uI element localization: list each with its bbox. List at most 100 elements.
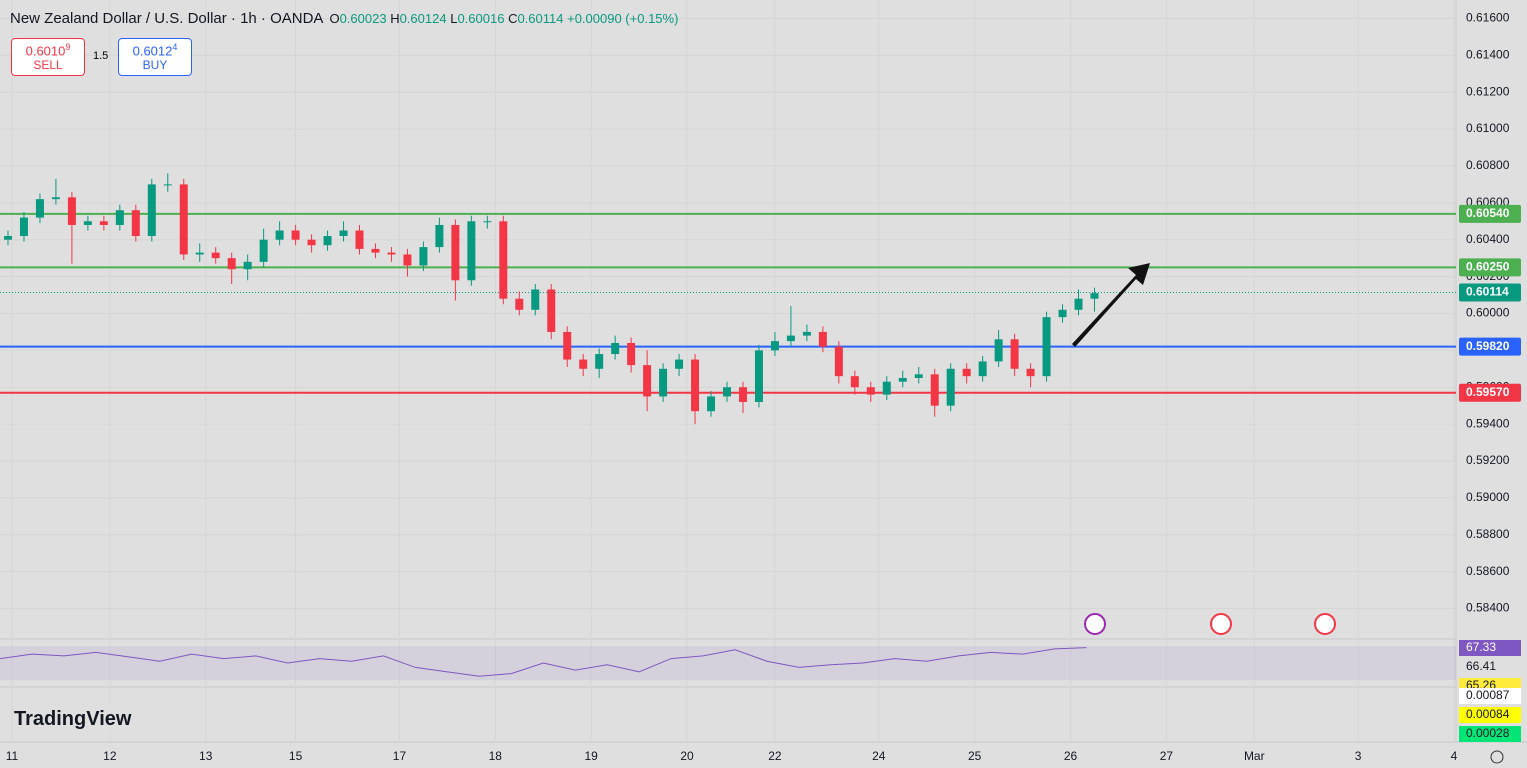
candle-body: [595, 354, 604, 369]
candle-body: [323, 236, 332, 246]
candle-body: [563, 331, 572, 360]
candle-body: [723, 387, 732, 397]
ohlc-value: 0.60023: [339, 11, 387, 26]
candle-body: [611, 342, 620, 355]
x-tick-label: Mar: [1244, 749, 1265, 763]
level-label: 0.60540: [1466, 206, 1510, 220]
candle-body: [147, 184, 156, 237]
sell-label: SELL: [33, 58, 63, 73]
y-tick-label: 0.61400: [1466, 47, 1510, 61]
settings-icon[interactable]: [1490, 750, 1504, 764]
candle-body: [515, 298, 524, 310]
candle-body: [291, 230, 300, 240]
buy-button[interactable]: 0.60124 BUY: [118, 38, 192, 76]
candle-body: [1026, 368, 1035, 377]
level-label: 0.60250: [1466, 260, 1510, 274]
event-icon: [1084, 613, 1106, 635]
candle-body: [163, 184, 172, 186]
level-label: 0.59820: [1466, 339, 1510, 353]
level-badge: [1459, 258, 1521, 277]
ohlc: O0.60023 H0.60124 L0.60016 C0.60114 +0.0…: [329, 11, 678, 26]
flag-icon: [1314, 613, 1336, 635]
rsi-value: 67.33: [1466, 640, 1496, 654]
candle-body: [1074, 298, 1083, 310]
candle-body: [675, 359, 684, 369]
change: +0.00090 (+0.15%): [567, 11, 679, 26]
x-tick-label: 26: [1064, 749, 1078, 763]
candle-body: [195, 252, 204, 255]
macd-value: 0.00087: [1466, 688, 1510, 702]
level-badge: [1459, 283, 1521, 302]
candle-body: [419, 247, 428, 266]
x-tick-label: 17: [393, 749, 407, 763]
candle-body: [850, 376, 859, 388]
sell-pip: 9: [65, 42, 71, 52]
macd-badge: [1459, 688, 1521, 704]
candle-body: [307, 239, 316, 246]
logo: TradingView: [14, 708, 132, 731]
candle-body: [531, 289, 540, 310]
candle-body: [115, 210, 124, 225]
candle-body: [371, 248, 380, 253]
candle-body: [786, 335, 795, 342]
macd-value: 0.00084: [1466, 707, 1510, 721]
x-tick-label: 25: [968, 749, 982, 763]
level-badge: [1459, 383, 1521, 402]
candle-body: [866, 387, 875, 395]
macd-value: 0.00028: [1466, 726, 1510, 740]
candle-body: [211, 252, 220, 259]
candle-body: [882, 381, 891, 395]
ohlc-key: L: [450, 11, 458, 26]
y-tick-label: 0.61600: [1466, 11, 1510, 25]
macd-badge: [1459, 726, 1521, 742]
candle-body: [83, 221, 92, 225]
buy-price: 0.6012: [132, 43, 173, 59]
y-tick-label: 0.61000: [1466, 121, 1510, 135]
candle-body: [403, 254, 412, 266]
x-tick-label: 4: [1451, 749, 1458, 763]
ohlc-value: 0.60124: [399, 11, 447, 26]
candle-body: [435, 224, 444, 248]
candle-body: [738, 387, 747, 402]
x-tick-label: 3: [1355, 749, 1362, 763]
candle-body: [643, 365, 652, 397]
x-tick-label: 13: [199, 749, 213, 763]
sell-button[interactable]: 0.60109 SELL: [11, 38, 85, 76]
candle-body: [547, 289, 556, 332]
candle-body: [51, 197, 60, 200]
buy-pip: 4: [172, 42, 178, 52]
y-tick-label: 0.60000: [1466, 306, 1510, 320]
candle-body: [179, 184, 188, 255]
ohlc-key: C: [508, 11, 518, 26]
candle-body: [1042, 317, 1051, 377]
level-label: 0.60114: [1466, 285, 1509, 299]
candle-body: [243, 261, 252, 270]
candle-body: [659, 368, 668, 397]
candle-body: [707, 396, 716, 412]
x-tick-label: 12: [103, 749, 117, 763]
candle-body: [19, 217, 28, 237]
candle-body: [3, 236, 12, 240]
candle-body: [914, 374, 923, 379]
candle-body: [930, 374, 939, 406]
candle-body: [131, 210, 140, 237]
sell-price: 0.6010: [25, 43, 66, 59]
candle-body: [962, 368, 971, 377]
candle-body: [994, 339, 1003, 362]
candle-body: [35, 199, 44, 218]
candle-body: [802, 331, 811, 336]
candle-body: [627, 342, 636, 366]
candle-body: [451, 224, 460, 281]
level-badge: [1459, 337, 1521, 356]
candle-body: [579, 359, 588, 369]
y-tick-label: 0.59200: [1466, 453, 1510, 467]
y-tick-label: 0.58800: [1466, 527, 1510, 541]
header: New Zealand Dollar / U.S. Dollar · 1h · …: [10, 10, 678, 27]
candle-body: [227, 258, 236, 270]
candle-body: [339, 230, 348, 237]
rsi-badge: [1459, 659, 1521, 675]
y-tick-label: 0.60800: [1466, 158, 1510, 172]
candle-body: [467, 221, 476, 281]
